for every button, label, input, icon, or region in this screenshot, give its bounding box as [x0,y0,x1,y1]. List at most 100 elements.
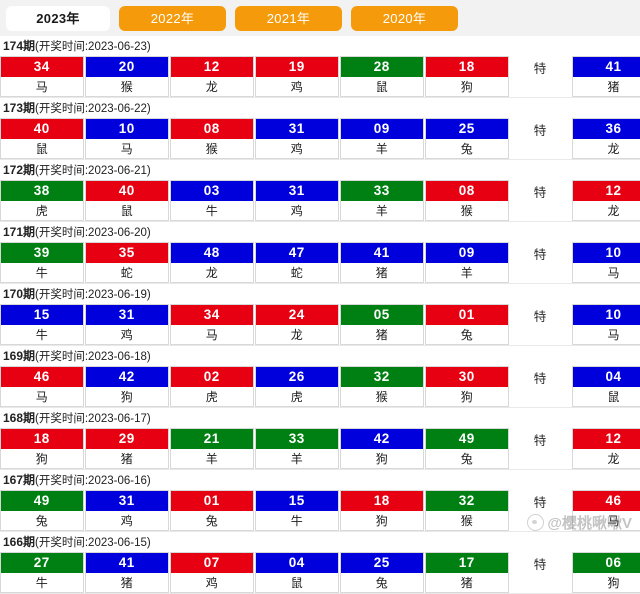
ball-number: 31 [86,305,168,325]
special-ball-label: 特 [533,372,547,386]
ball-cell: 42 狗 [340,428,424,469]
draw-row: 170期(开奖时间:2023-06-19) 15 牛 31 鸡 34 马 24 龙 05 猪 01 兔特… [0,284,640,346]
ball-number: 15 [256,491,338,511]
ball-cell: 09 羊 [340,118,424,159]
ball-strip: 38 虎 40 鼠 03 牛 31 鸡 33 羊 08 猴 特 12 龙 [0,180,640,221]
ball-cell: 20 猴 [85,56,169,97]
ball-zodiac: 鼠 [86,201,168,220]
draw-header: 169期(开奖时间:2023-06-18) [0,346,640,366]
ball-zodiac: 兔 [426,325,508,344]
ball-zodiac: 鸡 [256,201,338,220]
special-ball-number: 04 [573,367,640,387]
ball-number: 46 [1,367,83,387]
ball-zodiac: 龙 [256,325,338,344]
ball-number: 02 [171,367,253,387]
ball-number: 38 [1,181,83,201]
draw-date: (开奖时间:2023-06-20) [35,227,151,239]
ball-cell: 02 虎 [170,366,254,407]
ball-zodiac: 猴 [86,77,168,96]
draw-issue-number: 168期 [3,411,36,425]
special-ball-zodiac: 猪 [573,77,640,96]
ball-cell: 17 猪 [425,552,509,593]
ball-cell: 18 狗 [425,56,509,97]
ball-cell: 34 马 [170,304,254,345]
ball-number: 28 [341,57,423,77]
ball-number: 10 [86,119,168,139]
ball-zodiac: 兔 [1,511,83,530]
draw-date: (开奖时间:2023-06-19) [35,289,151,301]
draw-date: (开奖时间:2023-06-23) [35,41,151,53]
ball-number: 41 [341,243,423,263]
ball-zodiac: 虎 [171,387,253,406]
special-ball-label: 特 [533,310,547,324]
ball-cell: 32 猴 [425,490,509,531]
ball-number: 07 [171,553,253,573]
ball-zodiac: 狗 [1,449,83,468]
ball-zodiac: 鼠 [1,139,83,158]
ball-cell: 31 鸡 [255,118,339,159]
ball-zodiac: 兔 [426,449,508,468]
ball-zodiac: 羊 [171,449,253,468]
special-ball-number: 36 [573,119,640,139]
draw-issue-number: 174期 [3,39,36,53]
ball-number: 25 [426,119,508,139]
special-ball-number: 12 [573,181,640,201]
draw-row: 166期(开奖时间:2023-06-15) 27 牛 41 猪 07 鸡 04 鼠 25 兔 17 猪特… [0,532,640,594]
special-ball-zodiac: 马 [573,263,640,282]
ball-cell: 28 鼠 [340,56,424,97]
ball-cell: 40 鼠 [0,118,84,159]
ball-number: 42 [86,367,168,387]
draw-row: 167期(开奖时间:2023-06-16) 49 兔 31 鸡 01 兔 15 牛 18 狗 32 猴特… [0,470,640,532]
ball-number: 32 [341,367,423,387]
ball-zodiac: 猴 [341,387,423,406]
draw-date: (开奖时间:2023-06-18) [35,351,151,363]
ball-cell: 24 龙 [255,304,339,345]
ball-zodiac: 鼠 [341,77,423,96]
ball-zodiac: 牛 [1,573,83,592]
draw-row: 168期(开奖时间:2023-06-17) 18 狗 29 猪 21 羊 33 羊 42 狗 49 兔特… [0,408,640,470]
special-ball-cell: 10 马 [572,242,640,283]
ball-number: 41 [86,553,168,573]
year-tab-2021[interactable]: 2021年 [235,5,342,31]
draw-header: 171期(开奖时间:2023-06-20) [0,222,640,242]
ball-cell: 31 鸡 [85,304,169,345]
ball-zodiac: 虎 [256,387,338,406]
ball-zodiac: 羊 [426,263,508,282]
draw-date: (开奖时间:2023-06-17) [35,413,151,425]
ball-cell: 33 羊 [340,180,424,221]
year-tab-2023[interactable]: 2023年 [6,5,110,31]
ball-cell: 12 龙 [170,56,254,97]
special-ball-number: 06 [573,553,640,573]
draw-header: 174期(开奖时间:2023-06-23) [0,36,640,56]
ball-number: 08 [426,181,508,201]
ball-zodiac: 鸡 [171,573,253,592]
ball-cell: 25 兔 [425,118,509,159]
ball-zodiac: 牛 [171,201,253,220]
ball-number: 05 [341,305,423,325]
ball-cell: 01 兔 [170,490,254,531]
ball-number: 49 [1,491,83,511]
ball-zodiac: 马 [1,77,83,96]
ball-number: 18 [1,429,83,449]
year-tab-2022[interactable]: 2022年 [119,5,226,31]
ball-strip: 40 鼠 10 马 08 猴 31 鸡 09 羊 25 兔 特 36 龙 [0,118,640,159]
special-ball-cell: 04 鼠 [572,366,640,407]
special-ball-label: 特 [533,186,547,200]
year-tab-2020[interactable]: 2020年 [351,5,458,31]
ball-cell: 25 兔 [340,552,424,593]
ball-zodiac: 兔 [341,573,423,592]
special-ball-cell: 06 狗 [572,552,640,593]
ball-zodiac: 牛 [1,325,83,344]
ball-cell: 09 羊 [425,242,509,283]
draw-issue-number: 166期 [3,535,36,549]
ball-zodiac: 鸡 [256,77,338,96]
ball-strip: 39 牛 35 蛇 48 龙 47 蛇 41 猪 09 羊特 10 马 [0,242,640,283]
ball-cell: 46 马 [0,366,84,407]
ball-zodiac: 兔 [171,511,253,530]
special-ball-label: 特 [533,434,547,448]
ball-number: 31 [256,119,338,139]
ball-zodiac: 猪 [426,573,508,592]
ball-cell: 21 羊 [170,428,254,469]
ball-zodiac: 狗 [426,77,508,96]
special-ball-cell: 46 马 [572,490,640,531]
